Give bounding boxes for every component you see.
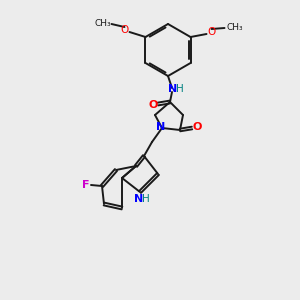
Text: H: H (176, 84, 184, 94)
Text: CH₃: CH₃ (94, 19, 111, 28)
Text: H: H (142, 194, 150, 204)
Text: O: O (207, 27, 216, 37)
Text: CH₃: CH₃ (226, 22, 243, 32)
Text: O: O (192, 122, 202, 132)
Text: O: O (120, 25, 129, 35)
Text: N: N (168, 84, 178, 94)
Text: O: O (148, 100, 158, 110)
Text: N: N (134, 194, 144, 204)
Text: F: F (82, 180, 90, 190)
Text: N: N (156, 122, 166, 132)
